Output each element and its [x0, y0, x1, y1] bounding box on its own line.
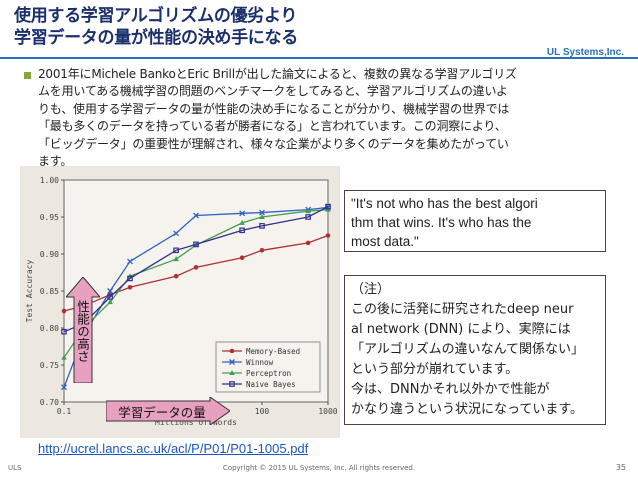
- y-tick-label: 0.95: [40, 213, 59, 222]
- legend-label: Perceptron: [246, 369, 291, 378]
- data-point: [305, 214, 311, 220]
- accuracy-chart: 0.700.750.800.850.900.951.000.1110100100…: [20, 166, 340, 438]
- data-point: [107, 299, 113, 305]
- y-tick-label: 0.85: [40, 287, 59, 296]
- performance-up-arrow: [66, 277, 100, 383]
- data-point: [61, 308, 67, 314]
- note-line: この後に活発に研究されたdeep neur: [351, 302, 574, 317]
- quote-line: "It's not who has the best algori: [351, 196, 538, 211]
- y-tick-label: 0.75: [40, 361, 59, 370]
- data-point: [259, 214, 265, 219]
- data-point-stroke: [239, 210, 246, 217]
- y-tick-label: 0.70: [40, 398, 59, 407]
- note-line: 「アルゴリズムの違いなんて関係ない」: [351, 342, 584, 357]
- paper-link[interactable]: http://ucrel.lancs.ac.uk/acl/P/P01/P01-1…: [38, 441, 309, 456]
- x-tick-label: 100: [255, 407, 270, 416]
- x-tick-label: 1000: [318, 407, 337, 416]
- data-point-stroke: [193, 212, 199, 219]
- data-point: [305, 240, 311, 246]
- quote-line: thm that wins. It's who has the: [351, 215, 532, 230]
- note-line: かなり違うという状況になっています。: [351, 402, 584, 417]
- series-line: [63, 206, 329, 333]
- note-line: al network (DNN) により、実際には: [351, 322, 571, 337]
- data-point: [229, 348, 235, 354]
- data-amount-label: 学習データの量: [118, 405, 206, 420]
- title-line-2: 学習データの量が性能の決め手になる: [14, 28, 298, 48]
- legend-label: Memory-Based: [246, 347, 300, 356]
- data-point: [173, 256, 179, 262]
- data-point: [229, 370, 235, 375]
- performance-label: 性能の高さ: [69, 300, 95, 363]
- data-point: [127, 275, 133, 282]
- series-line: [63, 206, 329, 388]
- data-point: [173, 273, 179, 279]
- data-point: [325, 203, 331, 210]
- page-number: 35: [615, 463, 626, 472]
- paragraph-line: ます。: [38, 154, 73, 169]
- note-box: （注） この後に活発に研究されたdeep neur al network (DN…: [344, 275, 606, 425]
- paragraph-line: りも、使用する学習データの量が性能の決め手になることが分かり、機械学習の世界では: [38, 101, 510, 116]
- data-point: [61, 354, 67, 360]
- data-point: [325, 233, 331, 238]
- footer-left: ULS: [8, 464, 22, 472]
- data-point: [173, 247, 179, 254]
- y-tick-label: 0.90: [40, 250, 59, 259]
- data-point-stroke: [229, 359, 235, 365]
- data-point: [61, 328, 67, 335]
- performance-label-text: 性能の高さ: [75, 300, 90, 363]
- x-axis-label: Millions of Words: [155, 418, 237, 427]
- data-point: [229, 381, 235, 387]
- data-point-stroke: [173, 230, 180, 237]
- data-point: [239, 227, 245, 234]
- data-point-stroke: [259, 209, 265, 216]
- title-line-1: 使用する学習アルゴリズムの優劣より: [14, 6, 298, 26]
- legend-label: Naive Bayes: [246, 380, 296, 389]
- paragraph-line: 2001年にMichele BankoとEric Brillが出した論文によると…: [38, 67, 517, 81]
- data-point-stroke: [127, 258, 133, 265]
- header-divider: [0, 57, 638, 59]
- note-line: 今は、DNNかそれ以外かで性能が: [351, 382, 550, 397]
- series-line: [63, 208, 329, 358]
- series-line: [63, 234, 329, 312]
- paragraph-line: ムを用いてある機械学習の問題のベンチマークをしてみると、学習アルゴリズムの違いよ: [38, 84, 508, 99]
- note-line: という部分が崩れています。: [351, 362, 519, 377]
- data-point: [259, 248, 265, 253]
- legend-label: Winnow: [246, 358, 274, 367]
- y-tick-label: 0.80: [40, 324, 59, 333]
- y-axis-label: Test Accuracy: [25, 260, 34, 323]
- data-point: [127, 285, 133, 290]
- data-point: [107, 294, 113, 300]
- data-point: [259, 223, 265, 229]
- paragraph-line: 「最も多くのデータを持っている者が勝者になる」と言われています。この洞察により、: [38, 119, 507, 134]
- quote-box: "It's not who has the best algori thm th…: [344, 190, 606, 252]
- paragraph-line: 「ビッグデータ」の重要性が理解され、様々な企業がより多くのデータを集めたがってい: [38, 136, 509, 151]
- data-amount-right-arrow: [106, 397, 230, 425]
- note-line: （注）: [351, 282, 391, 297]
- footer-copyright: Copyright © 2015 UL Systems, Inc. All ri…: [222, 464, 416, 472]
- page-title: 使用する学習アルゴリズムの優劣より 学習データの量が性能の決め手になる: [14, 5, 298, 49]
- data-point: [239, 219, 245, 225]
- x-tick-label: 0.1: [57, 407, 72, 416]
- data-point: [239, 255, 245, 260]
- bullet-square-icon: [24, 72, 31, 79]
- data-point: [193, 265, 199, 270]
- data-point: [305, 208, 311, 214]
- body-paragraph: 2001年にMichele BankoとEric Brillが出した論文によると…: [38, 66, 618, 170]
- quote-line: most data.": [351, 234, 419, 249]
- data-point: [193, 241, 199, 248]
- brand-logo: UL Systems,Inc.: [546, 47, 624, 58]
- data-point-stroke: [107, 288, 114, 294]
- data-point-stroke: [61, 384, 67, 391]
- y-tick-label: 1.00: [40, 176, 59, 185]
